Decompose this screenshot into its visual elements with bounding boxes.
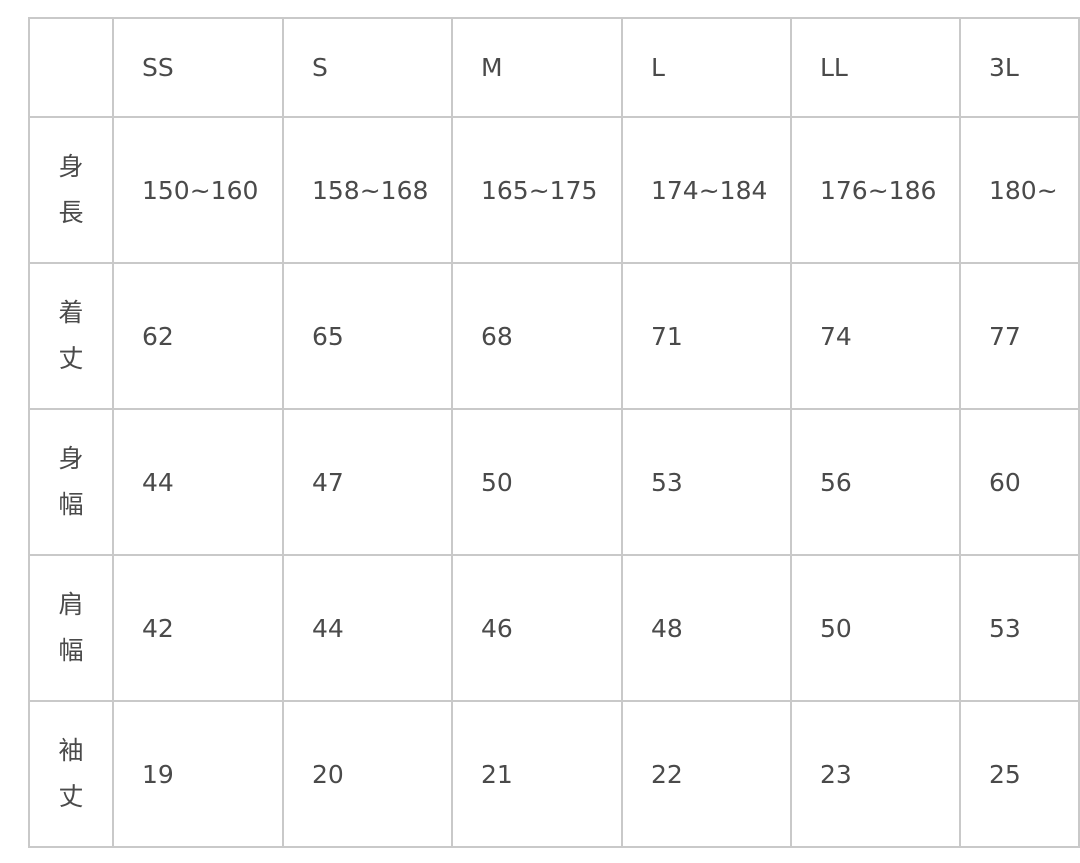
table-cell: 165~175 [451, 116, 623, 264]
size-header: 3L [959, 17, 1080, 118]
table-cell: 53 [959, 554, 1080, 702]
row-label: 身幅 [28, 408, 114, 556]
table-row: 身幅 44 47 50 53 56 60 [28, 408, 1080, 556]
row-label: 袖丈 [28, 700, 114, 848]
table-cell: 42 [112, 554, 284, 702]
table-cell: 46 [451, 554, 623, 702]
table-cell: 158~168 [282, 116, 453, 264]
row-label-char: 丈 [58, 782, 84, 811]
table-cell: 21 [451, 700, 623, 848]
table-cell: 74 [790, 262, 961, 410]
table-cell: 60 [959, 408, 1080, 556]
table-cell: 180~ [959, 116, 1080, 264]
table-cell: 25 [959, 700, 1080, 848]
size-chart-table: SS S M L LL 3L 身長 150~160 158~168 165~175 174~184 1… [28, 17, 1080, 848]
table-row: 袖丈 19 20 21 22 23 25 [28, 700, 1080, 848]
row-label-char: 着 [58, 298, 84, 327]
size-header: SS [112, 17, 284, 118]
table-cell: 23 [790, 700, 961, 848]
table-cell: 50 [790, 554, 961, 702]
row-label-char: 丈 [58, 344, 84, 373]
table-cell: 20 [282, 700, 453, 848]
size-header: M [451, 17, 623, 118]
row-label-char: 身 [58, 152, 84, 181]
table-cell: 53 [621, 408, 792, 556]
table-cell: 44 [282, 554, 453, 702]
table-cell: 68 [451, 262, 623, 410]
row-label-char: 身 [58, 444, 84, 473]
table-cell: 56 [790, 408, 961, 556]
table-cell: 47 [282, 408, 453, 556]
header-row: SS S M L LL 3L [28, 17, 1080, 118]
table-row: 身長 150~160 158~168 165~175 174~184 176~186 180… [28, 116, 1080, 264]
table-cell: 65 [282, 262, 453, 410]
table-cell: 77 [959, 262, 1080, 410]
row-label-char: 肩 [58, 590, 84, 619]
table-cell: 62 [112, 262, 284, 410]
row-label: 肩幅 [28, 554, 114, 702]
table-row: 着丈 62 65 68 71 74 77 [28, 262, 1080, 410]
size-header: L [621, 17, 792, 118]
table-cell: 48 [621, 554, 792, 702]
table-cell: 174~184 [621, 116, 792, 264]
row-label-char: 幅 [58, 636, 84, 665]
row-label-char: 長 [58, 198, 84, 227]
table-cell: 22 [621, 700, 792, 848]
row-label-char: 袖 [58, 736, 84, 765]
table-cell: 44 [112, 408, 284, 556]
table-cell: 150~160 [112, 116, 284, 264]
size-header: LL [790, 17, 961, 118]
size-header: S [282, 17, 453, 118]
table-cell: 50 [451, 408, 623, 556]
table-cell: 176~186 [790, 116, 961, 264]
table-cell: 19 [112, 700, 284, 848]
table-cell: 71 [621, 262, 792, 410]
row-label-char: 幅 [58, 490, 84, 519]
row-label: 着丈 [28, 262, 114, 410]
corner-cell [28, 17, 114, 118]
table-row: 肩幅 42 44 46 48 50 53 [28, 554, 1080, 702]
row-label: 身長 [28, 116, 114, 264]
